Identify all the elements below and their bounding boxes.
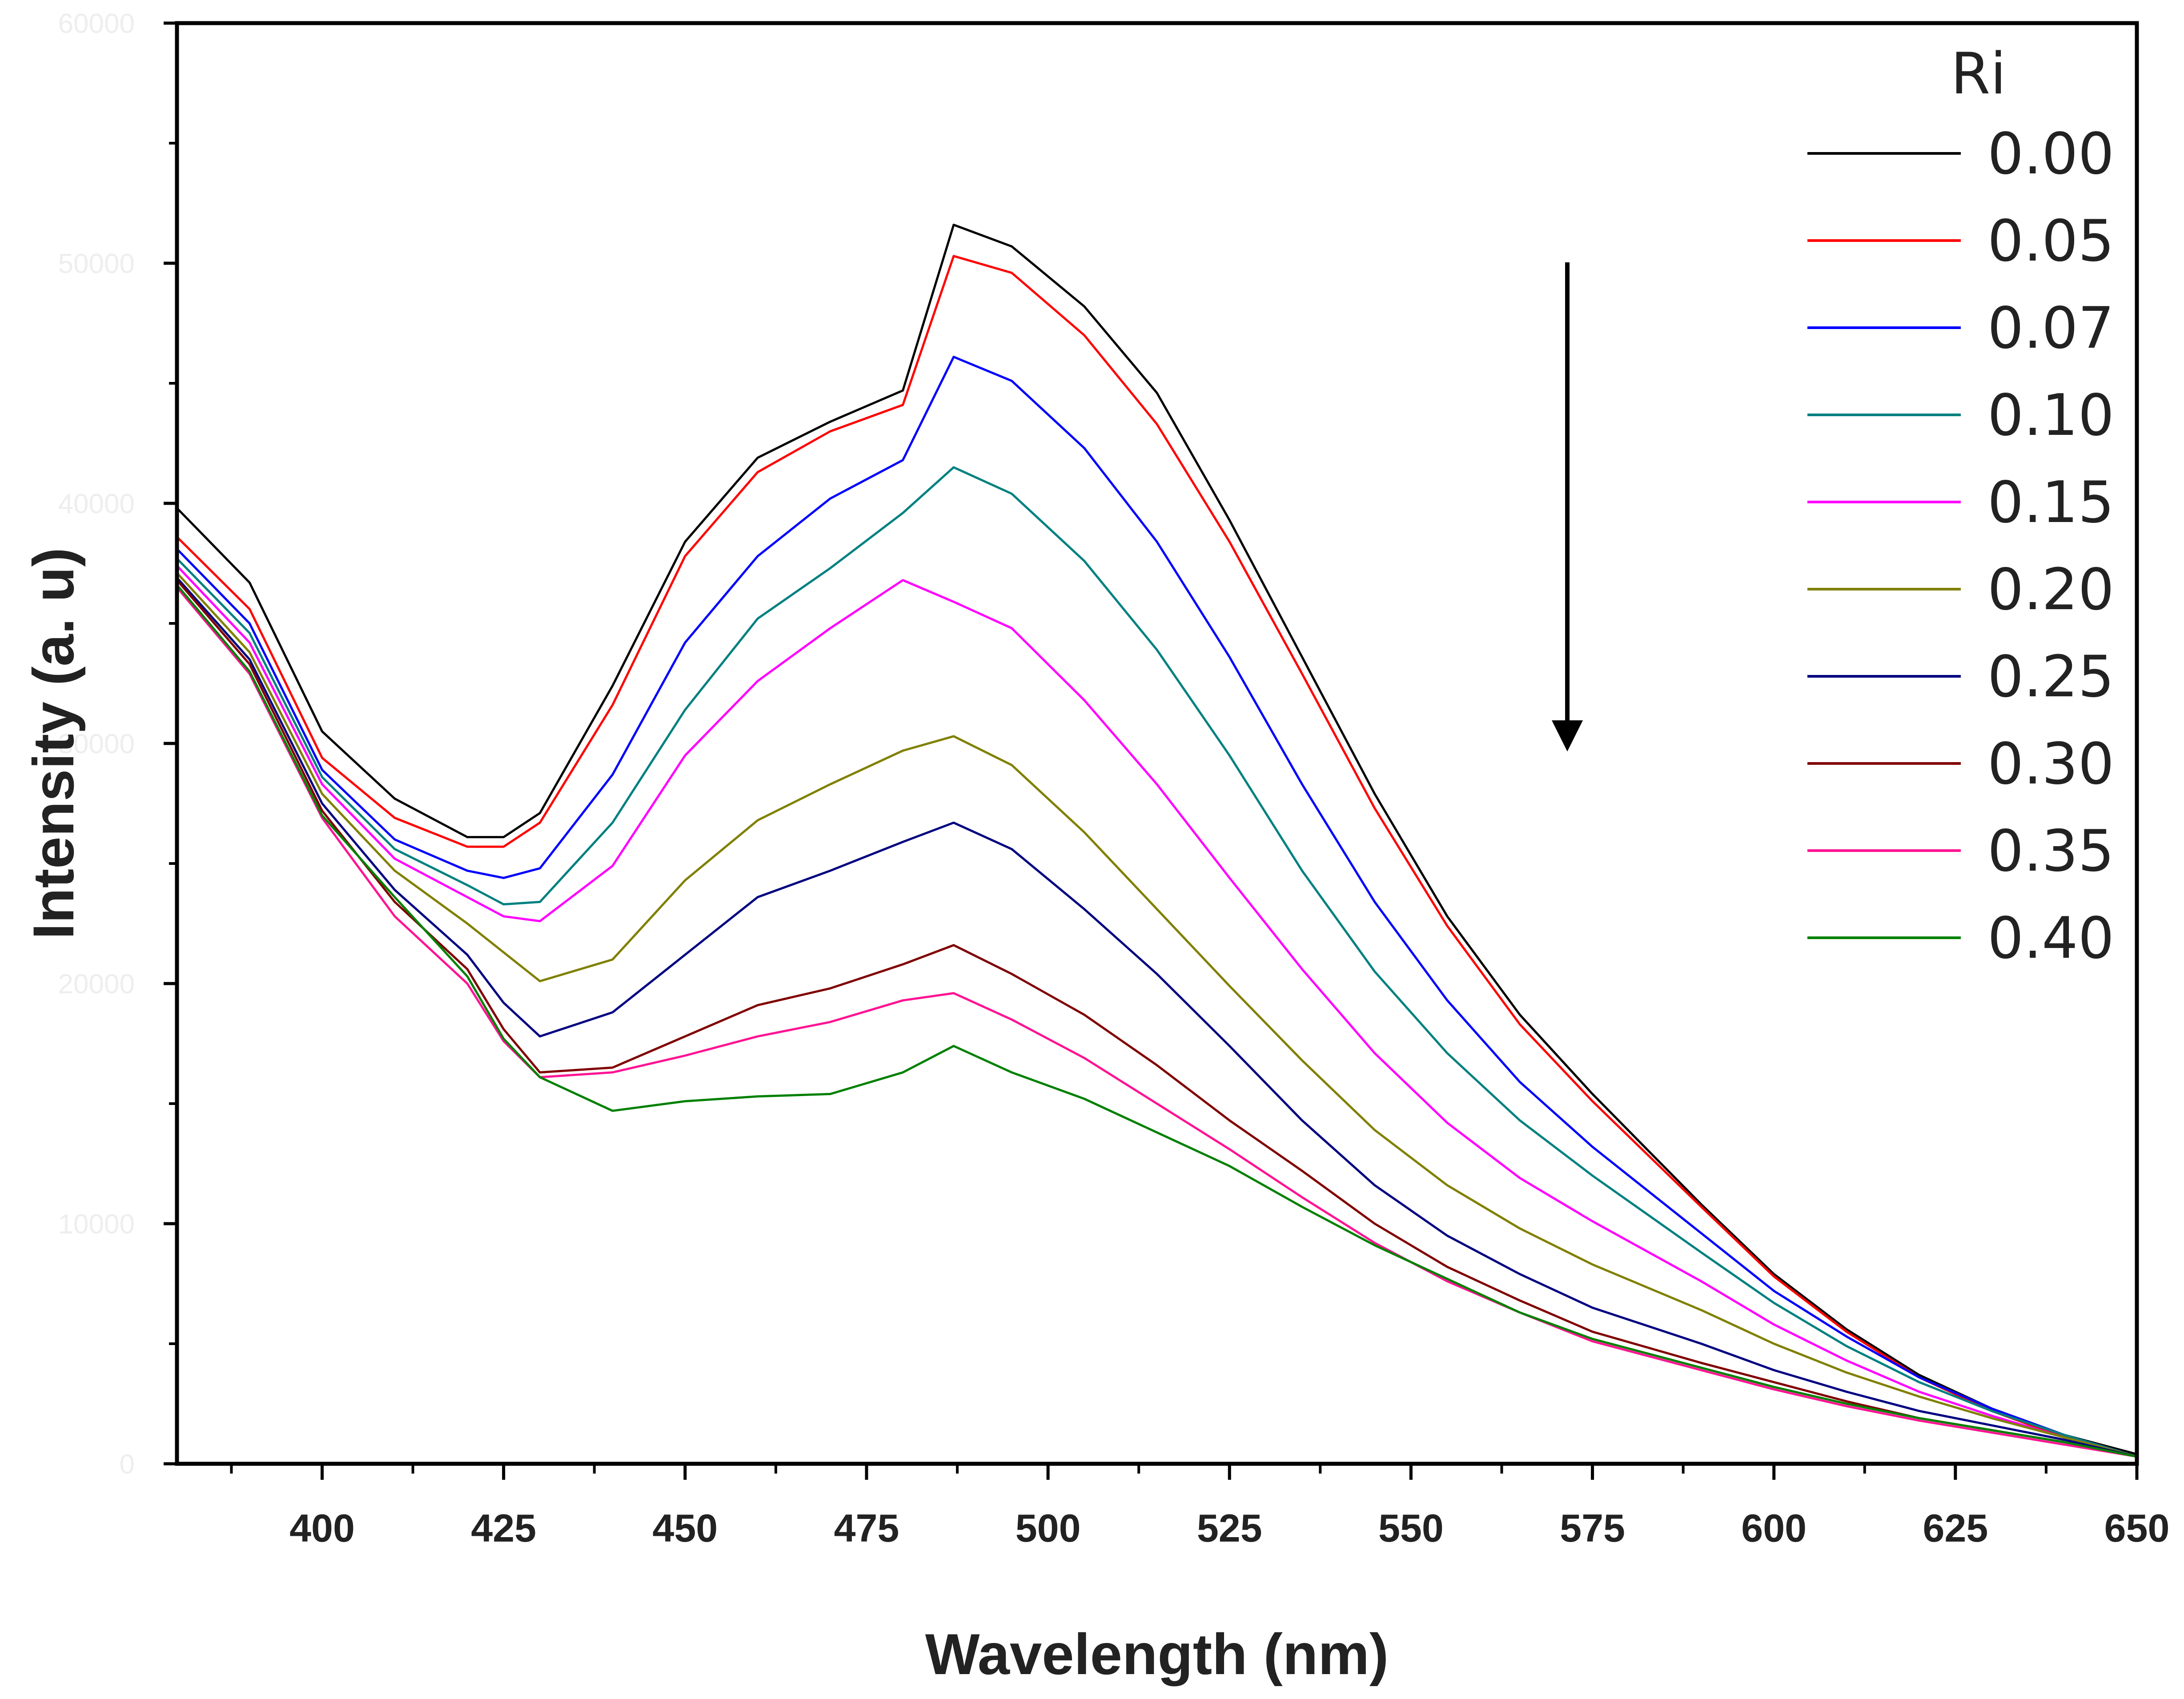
y-tick-label: 60000 — [58, 8, 135, 39]
y-tick-label: 20000 — [58, 969, 135, 1000]
legend-label: 0.00 — [1987, 121, 2114, 187]
x-tick-label: 400 — [289, 1506, 355, 1550]
y-tick-label: 10000 — [58, 1209, 135, 1240]
y-ticks — [164, 21, 177, 1466]
x-tick-label: 425 — [471, 1506, 536, 1550]
x-tick-label: 625 — [1923, 1506, 1988, 1550]
x-ticks: 400 425 450 475 500 525 550 575 600 625 650 — [230, 1464, 2170, 1550]
series-line-0-05 — [176, 255, 2137, 1458]
y-axis-title: Intensity (a. u) — [21, 547, 86, 939]
series-line-0-40 — [176, 584, 2137, 1458]
series-line-0-25 — [176, 577, 2137, 1458]
y-tick-label: 50000 — [58, 249, 135, 279]
legend-label: 0.40 — [1987, 905, 2114, 972]
x-tick-label: 525 — [1197, 1506, 1262, 1550]
series-lines — [176, 224, 2137, 1458]
series-line-0-20 — [176, 572, 2137, 1458]
series-line-0-35 — [176, 586, 2137, 1458]
legend-label: 0.05 — [1987, 208, 2114, 274]
x-tick-label: 550 — [1378, 1506, 1444, 1550]
legend-label: 0.35 — [1987, 818, 2114, 884]
y-tick-labels: 0 10000 20000 30000 40000 50000 60000 — [58, 8, 135, 1480]
legend-title: Ri — [1951, 41, 2007, 107]
legend: Ri 0.00 0.05 0.07 0.10 0.15 0.20 0.25 0.30 0.35 0… — [1807, 41, 2114, 972]
series-line-0-30 — [176, 579, 2137, 1458]
legend-label: 0.10 — [1987, 382, 2114, 449]
x-tick-label: 600 — [1741, 1506, 1807, 1550]
y-tick-label: 40000 — [58, 489, 135, 519]
legend-label: 0.30 — [1987, 731, 2114, 797]
x-axis-title: Wavelength (nm) — [925, 1622, 1389, 1687]
series-line-0-07 — [176, 356, 2137, 1458]
x-tick-label: 475 — [834, 1506, 899, 1550]
y-tick-label: 30000 — [58, 729, 135, 759]
x-tick-label: 450 — [652, 1506, 718, 1550]
y-tick-label: 0 — [120, 1449, 135, 1480]
arrow-head — [1552, 720, 1583, 751]
series-line-0-10 — [176, 466, 2137, 1458]
legend-label: 0.15 — [1987, 470, 2114, 536]
legend-label: 0.25 — [1987, 644, 2114, 710]
legend-label: 0.20 — [1987, 557, 2114, 623]
legend-label: 0.07 — [1987, 295, 2114, 361]
x-tick-label: 575 — [1560, 1506, 1625, 1550]
series-line-0-15 — [176, 565, 2137, 1458]
x-tick-label: 650 — [2104, 1506, 2170, 1550]
x-tick-label: 500 — [1016, 1506, 1081, 1550]
series-line-0-00 — [176, 224, 2137, 1455]
decrease-arrow — [1552, 262, 1583, 751]
